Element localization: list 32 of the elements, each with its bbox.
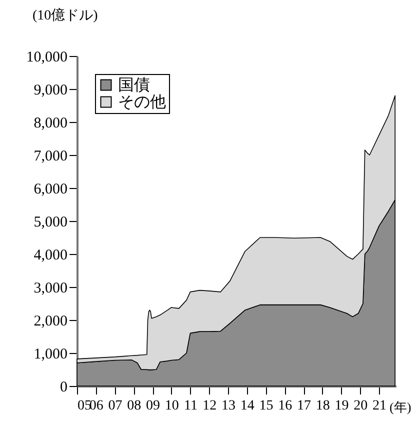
x-axis-title: (年) bbox=[390, 400, 412, 414]
y-tick-label: 3,000 bbox=[34, 280, 68, 296]
legend-label: その他 bbox=[118, 94, 166, 111]
x-tick-label: 10 bbox=[164, 398, 179, 414]
x-tick-label: 15 bbox=[259, 398, 274, 414]
y-tick-label: 5,000 bbox=[34, 214, 68, 230]
x-tick-label: 19 bbox=[334, 398, 349, 414]
x-tick-label: 17 bbox=[297, 398, 312, 414]
y-tick-label: 0 bbox=[60, 380, 68, 396]
y-tick-label: 4,000 bbox=[34, 248, 68, 264]
y-tick-label: 1,000 bbox=[34, 346, 68, 362]
x-tick-label: 13 bbox=[222, 398, 236, 414]
x-tick-label: 14 bbox=[240, 398, 254, 414]
y-tick-label: 6,000 bbox=[34, 182, 68, 198]
y-tick-label: 8,000 bbox=[34, 116, 68, 132]
y-axis-title: (10億ドル) bbox=[32, 8, 98, 24]
x-tick-label: 18 bbox=[316, 398, 330, 414]
y-tick-label: 2,000 bbox=[34, 314, 68, 330]
x-tick-label: 08 bbox=[127, 398, 142, 414]
x-tick-label: 09 bbox=[146, 398, 160, 414]
x-tick-label: 07 bbox=[108, 398, 122, 414]
y-tick-label: 7,000 bbox=[34, 148, 68, 164]
legend-label: 国債 bbox=[118, 77, 150, 94]
x-tick-label: 11 bbox=[184, 398, 198, 414]
x-tick-label: 21 bbox=[372, 398, 387, 414]
x-tick-label: 12 bbox=[202, 398, 217, 414]
y-tick-label: 10,000 bbox=[26, 50, 68, 66]
x-tick-label: 20 bbox=[354, 398, 368, 414]
x-tick-label: 16 bbox=[278, 398, 292, 414]
y-tick-label: 9,000 bbox=[34, 82, 68, 98]
x-tick-label: 05 bbox=[78, 398, 92, 414]
x-tick-label: 06 bbox=[89, 398, 104, 414]
